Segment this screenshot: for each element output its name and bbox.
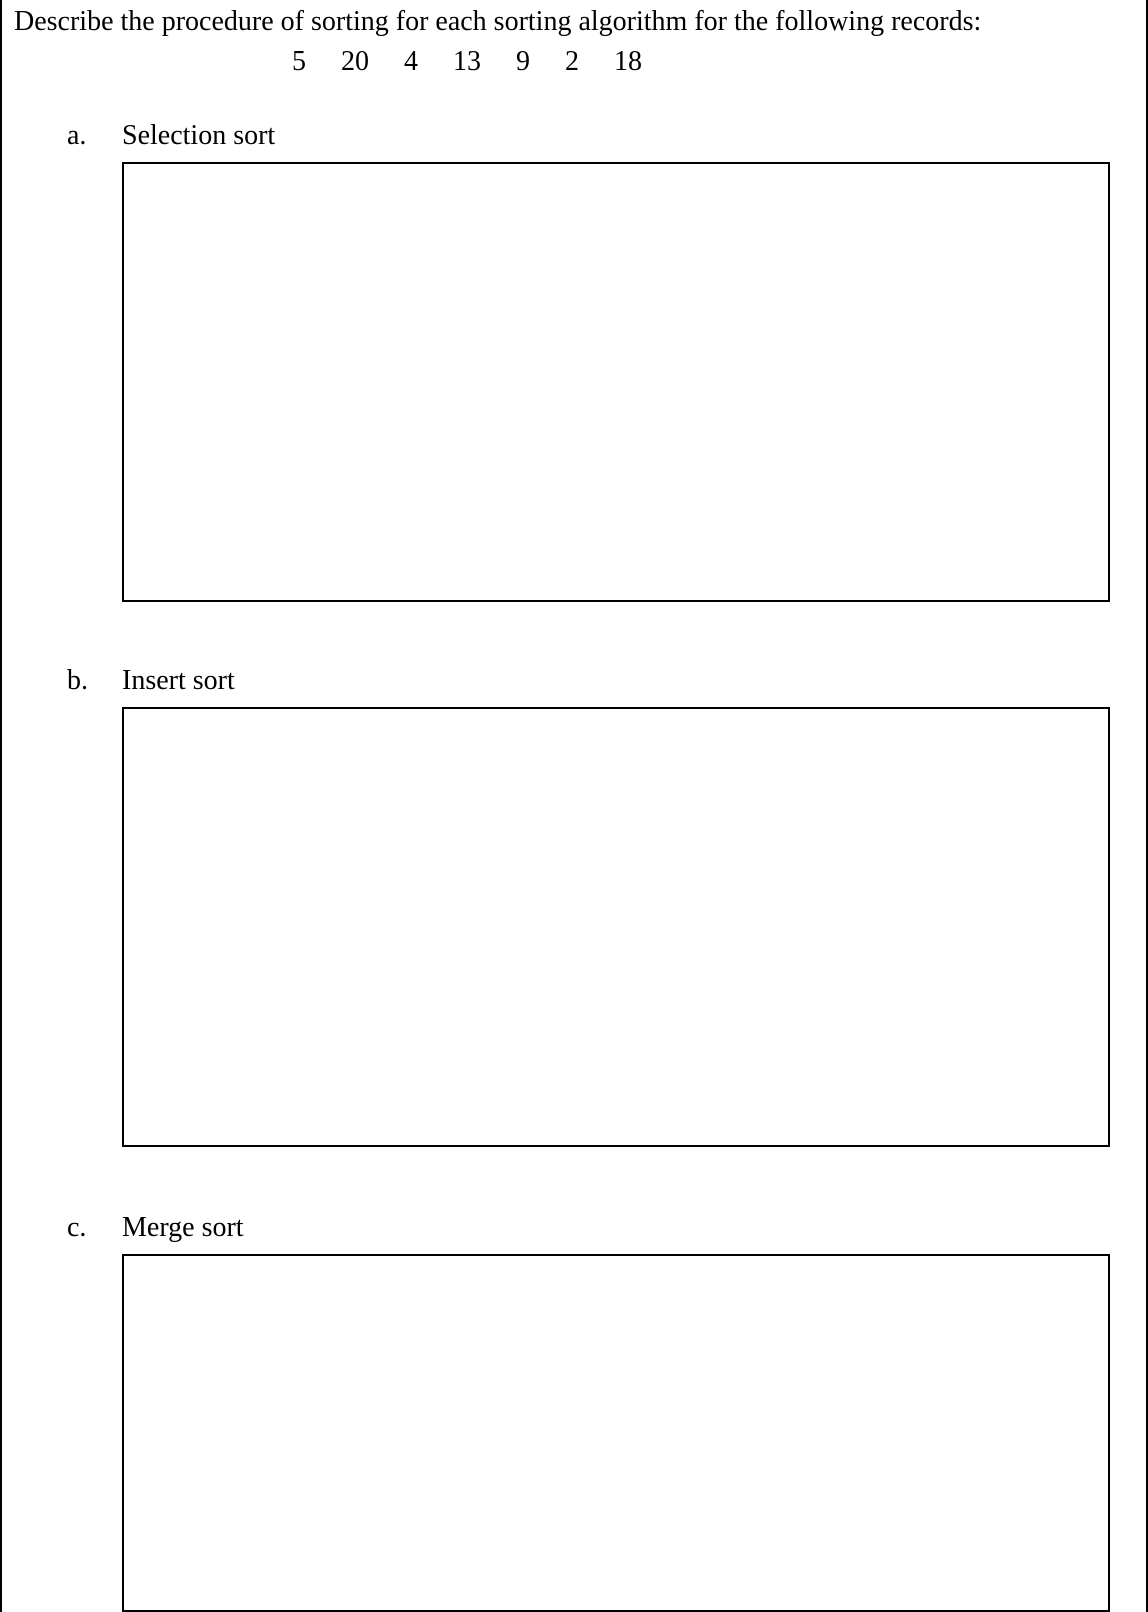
- record-value: 20: [341, 46, 369, 78]
- section-b: b. Insert sort: [67, 665, 1112, 697]
- section-c: c. Merge sort: [67, 1212, 1112, 1244]
- record-value: 18: [614, 46, 642, 78]
- section-b-title: Insert sort: [122, 665, 235, 697]
- section-b-marker: b.: [67, 665, 122, 697]
- section-c-heading: c. Merge sort: [67, 1212, 1112, 1244]
- section-c-answer-box: [122, 1254, 1110, 1612]
- record-value: 5: [292, 46, 306, 78]
- section-a-heading: a. Selection sort: [67, 120, 1112, 152]
- section-a: a. Selection sort: [67, 120, 1112, 152]
- section-c-marker: c.: [67, 1212, 122, 1244]
- section-b-heading: b. Insert sort: [67, 665, 1112, 697]
- section-a-marker: a.: [67, 120, 122, 152]
- records-row: 5 20 4 13 9 2 18: [2, 38, 1146, 78]
- record-value: 9: [516, 46, 530, 78]
- record-value: 13: [453, 46, 481, 78]
- section-b-answer-box: [122, 707, 1110, 1147]
- record-value: 4: [404, 46, 418, 78]
- record-value: 2: [565, 46, 579, 78]
- worksheet-page: Describe the procedure of sorting for ea…: [0, 0, 1148, 1612]
- section-a-title: Selection sort: [122, 120, 275, 152]
- question-prompt: Describe the procedure of sorting for ea…: [2, 0, 1146, 38]
- section-c-title: Merge sort: [122, 1212, 244, 1244]
- section-a-answer-box: [122, 162, 1110, 602]
